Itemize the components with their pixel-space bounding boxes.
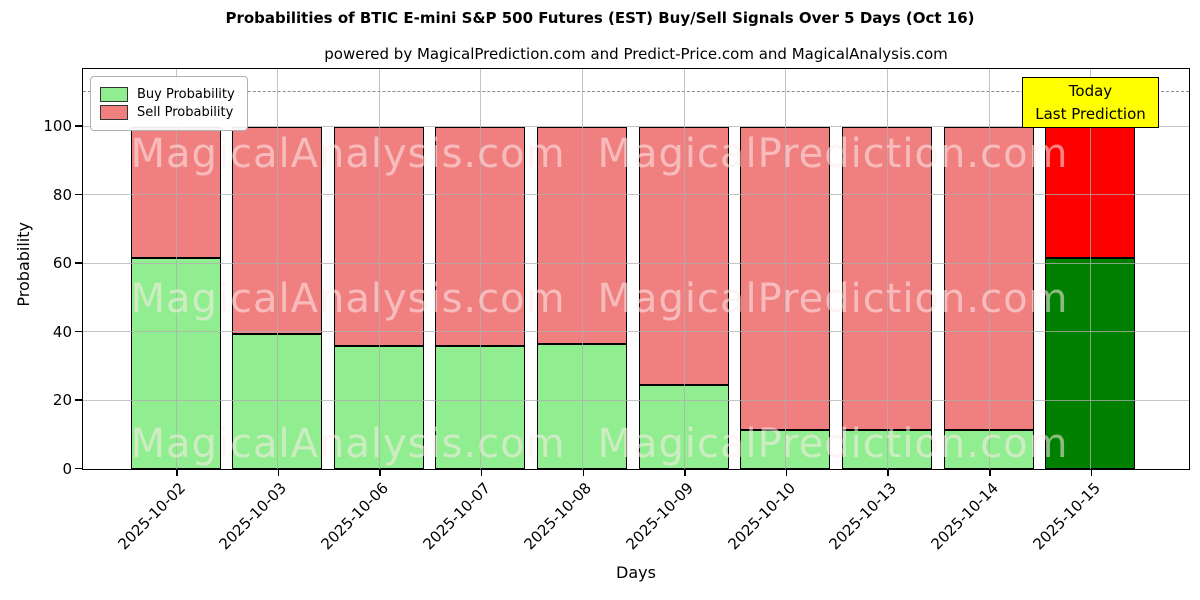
horizontal-gridline — [83, 331, 1189, 332]
watermark-analysis: MagicalAnalysis.com — [130, 131, 566, 177]
x-tick-mark — [684, 470, 686, 476]
legend-item-buy: Buy Probability — [100, 87, 235, 102]
y-tick-label: 80 — [52, 185, 72, 204]
y-tick-mark — [75, 467, 82, 470]
vertical-gridline — [480, 69, 482, 469]
vertical-gridline — [785, 69, 787, 469]
x-tick-mark — [887, 470, 889, 476]
y-tick-mark — [75, 193, 82, 196]
annotation-line-1: Today — [1068, 82, 1113, 100]
legend: Buy Probability Sell Probability — [90, 76, 248, 131]
x-tick-label: 2025-10-08 — [520, 479, 596, 554]
plot-area — [82, 68, 1190, 470]
watermark-prediction: MagicalPrediction.com — [597, 276, 1069, 322]
x-tick-mark — [1090, 470, 1093, 476]
chart-subtitle: powered by MagicalPrediction.com and Pre… — [324, 45, 948, 63]
y-tick-label: 0 — [62, 459, 72, 478]
x-tick-mark — [176, 470, 178, 476]
vertical-gridline — [683, 69, 685, 469]
watermark-prediction: MagicalPrediction.com — [597, 131, 1069, 177]
x-tick-mark — [379, 470, 381, 476]
horizontal-gridline — [83, 262, 1189, 264]
x-tick-label: 2025-10-03 — [215, 479, 291, 554]
horizontal-gridline — [83, 194, 1189, 195]
vertical-gridline — [175, 69, 177, 469]
x-tick-mark — [989, 470, 991, 476]
y-tick-mark — [75, 125, 82, 127]
y-tick-mark — [75, 330, 82, 333]
y-tick-label: 20 — [52, 391, 72, 409]
vertical-gridline — [988, 69, 990, 469]
x-tick-label: 2025-10-10 — [724, 479, 799, 554]
dashed-threshold-line — [83, 91, 1189, 93]
watermark-analysis: MagicalAnalysis.com — [130, 421, 566, 467]
vertical-gridline — [277, 69, 279, 469]
x-tick-mark — [277, 470, 280, 476]
x-tick-label: 2025-10-07 — [419, 479, 494, 554]
vertical-gridline — [378, 69, 380, 469]
x-tick-label: 2025-10-06 — [317, 479, 393, 554]
annotation-line-2: Last Prediction — [1035, 104, 1146, 123]
y-tick-mark — [75, 399, 82, 401]
x-axis-label: Days — [616, 563, 656, 582]
legend-item-sell: Sell Probability — [100, 105, 235, 120]
y-tick-mark — [75, 262, 82, 264]
watermark-analysis: MagicalAnalysis.com — [130, 276, 566, 322]
today-last-prediction-callout: Today Last Prediction — [1022, 77, 1159, 128]
sell-probability-swatch — [100, 105, 128, 120]
y-tick-label: 100 — [43, 117, 72, 135]
x-tick-label: 2025-10-13 — [825, 479, 901, 554]
x-tick-label: 2025-10-15 — [1029, 479, 1104, 554]
horizontal-gridline — [83, 399, 1189, 401]
horizontal-gridline — [83, 125, 1189, 127]
y-tick-label: 40 — [52, 322, 72, 341]
x-tick-label: 2025-10-14 — [927, 479, 1002, 554]
x-tick-mark — [480, 470, 483, 476]
vertical-gridline — [886, 69, 888, 469]
vertical-gridline — [1090, 69, 1092, 469]
y-axis-label: Probability — [14, 222, 33, 307]
x-tick-label: 2025-10-02 — [114, 479, 189, 554]
legend-label-sell: Sell Probability — [137, 105, 234, 120]
legend-label-buy: Buy Probability — [137, 87, 235, 102]
watermark-prediction: MagicalPrediction.com — [597, 421, 1069, 467]
vertical-gridline — [582, 69, 584, 469]
chart-title: Probabilities of BTIC E-mini S&P 500 Fut… — [225, 9, 975, 27]
x-tick-label: 2025-10-09 — [622, 479, 697, 554]
x-tick-mark — [582, 470, 585, 476]
x-tick-mark — [785, 470, 788, 476]
buy-probability-swatch — [100, 87, 128, 102]
y-tick-label: 60 — [52, 254, 72, 272]
